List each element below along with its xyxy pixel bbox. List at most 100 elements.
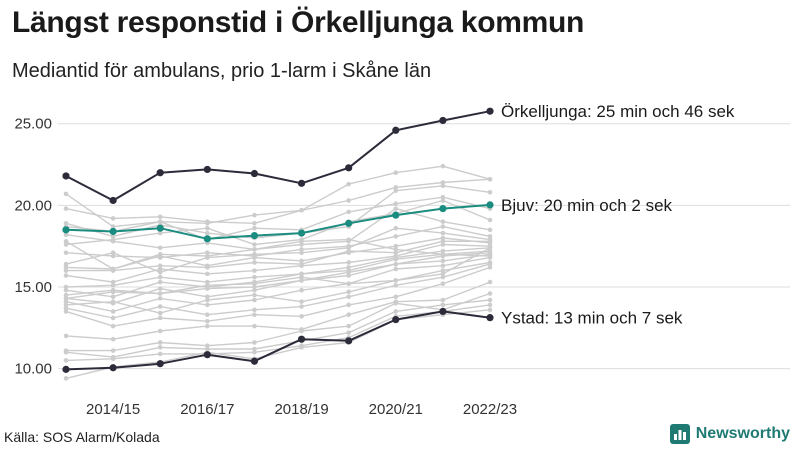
background-series-point [110, 216, 116, 221]
background-series-point [487, 265, 493, 270]
series-ystad-point [439, 307, 447, 316]
background-series-point [205, 318, 210, 324]
background-series-point [157, 304, 163, 309]
background-series-point [252, 252, 257, 257]
background-series-point [299, 258, 304, 264]
background-series-point [63, 265, 69, 270]
background-series-point [393, 294, 399, 300]
background-series-point [63, 191, 69, 197]
background-series-point [393, 243, 399, 249]
background-series-point [252, 221, 257, 226]
background-series-point [346, 273, 351, 278]
background-series-point [299, 238, 304, 244]
series--rkelljunga-point [62, 172, 70, 180]
background-series-line [65, 304, 491, 362]
background-series-point [487, 189, 493, 195]
background-series-point [440, 268, 446, 273]
background-series-point [393, 206, 399, 211]
background-series-point [252, 274, 257, 280]
background-series-point [393, 247, 399, 252]
background-series-point [252, 212, 257, 218]
background-series-point [440, 224, 446, 229]
background-series-point [299, 263, 304, 269]
background-series-line [65, 178, 491, 225]
background-series-point [440, 163, 446, 169]
background-series-line [65, 250, 491, 298]
background-series-point [252, 247, 257, 252]
background-series-point [63, 242, 69, 247]
background-series-point [205, 302, 210, 308]
background-series-point [487, 250, 493, 255]
series-ystad-point [156, 360, 164, 368]
background-series-line [65, 263, 491, 319]
background-series-point [157, 315, 163, 321]
background-series-line [65, 309, 491, 380]
series-bjuv-point [62, 226, 70, 234]
background-series-point [63, 333, 69, 339]
background-series-point [157, 279, 163, 285]
background-series-point [157, 274, 163, 280]
background-series-point [440, 252, 446, 257]
brand-name: Newsworthy [695, 425, 790, 442]
background-series-line [65, 243, 491, 283]
background-series-line [65, 247, 491, 300]
background-series-point [440, 297, 446, 303]
background-series-point [63, 273, 69, 278]
background-series-point [205, 271, 210, 277]
series-bjuv-point [486, 201, 494, 209]
chart-subtitle: Mediantid för ambulans, prio 1-larm i Sk… [12, 60, 432, 82]
background-series-point [110, 224, 116, 229]
series-ystad-point [203, 351, 211, 359]
series-ystad-point [345, 337, 353, 345]
background-series-line [65, 225, 491, 259]
background-series-point [487, 291, 493, 296]
background-series-line [65, 207, 491, 270]
chart-title: Längst responstid i Örkelljunga kommun [12, 6, 585, 39]
background-series-point [110, 323, 116, 329]
background-series-point [157, 263, 163, 269]
background-series-point [157, 219, 163, 224]
background-series-point [63, 238, 69, 244]
background-series-point [393, 266, 399, 272]
background-series-point [252, 307, 257, 313]
background-series-point [299, 314, 304, 319]
series--rkelljunga-point [109, 196, 117, 205]
background-series-point [299, 278, 304, 283]
background-series-point [440, 180, 446, 185]
background-series-point [205, 255, 210, 260]
background-series-point [110, 289, 116, 295]
background-series-point [393, 300, 399, 306]
background-series-point [487, 279, 493, 285]
background-series-point [299, 287, 304, 293]
series-bjuv-label: Bjuv: 20 min och 2 sek [501, 196, 673, 215]
background-series-point [110, 283, 116, 288]
series-bjuv-point [439, 205, 447, 213]
background-series-point [440, 248, 446, 254]
background-series-point [63, 268, 69, 273]
background-series-point [440, 274, 446, 280]
background-series-point [205, 294, 210, 300]
background-series-point [299, 304, 304, 309]
background-series-point [393, 278, 399, 283]
background-series-point [63, 349, 69, 355]
background-series-point [346, 269, 351, 275]
background-series-point [487, 297, 493, 303]
y-tick-label: 25.00 [14, 116, 52, 133]
background-series-point [487, 238, 493, 244]
background-series-point [346, 209, 351, 215]
background-series-point [440, 183, 446, 189]
background-series-point [487, 302, 493, 308]
background-series-point [393, 225, 399, 231]
background-series-point [110, 268, 116, 273]
background-series-point [63, 296, 69, 301]
background-series-line [65, 234, 491, 257]
background-series-point [110, 356, 116, 362]
background-series-point [252, 225, 257, 231]
background-series-point [157, 245, 163, 251]
series--rkelljunga-point [203, 165, 211, 174]
background-series-point [63, 232, 69, 238]
background-series-point [205, 283, 210, 288]
background-series-point [157, 214, 163, 220]
background-series-point [252, 340, 257, 345]
series-ystad-point [250, 357, 259, 365]
